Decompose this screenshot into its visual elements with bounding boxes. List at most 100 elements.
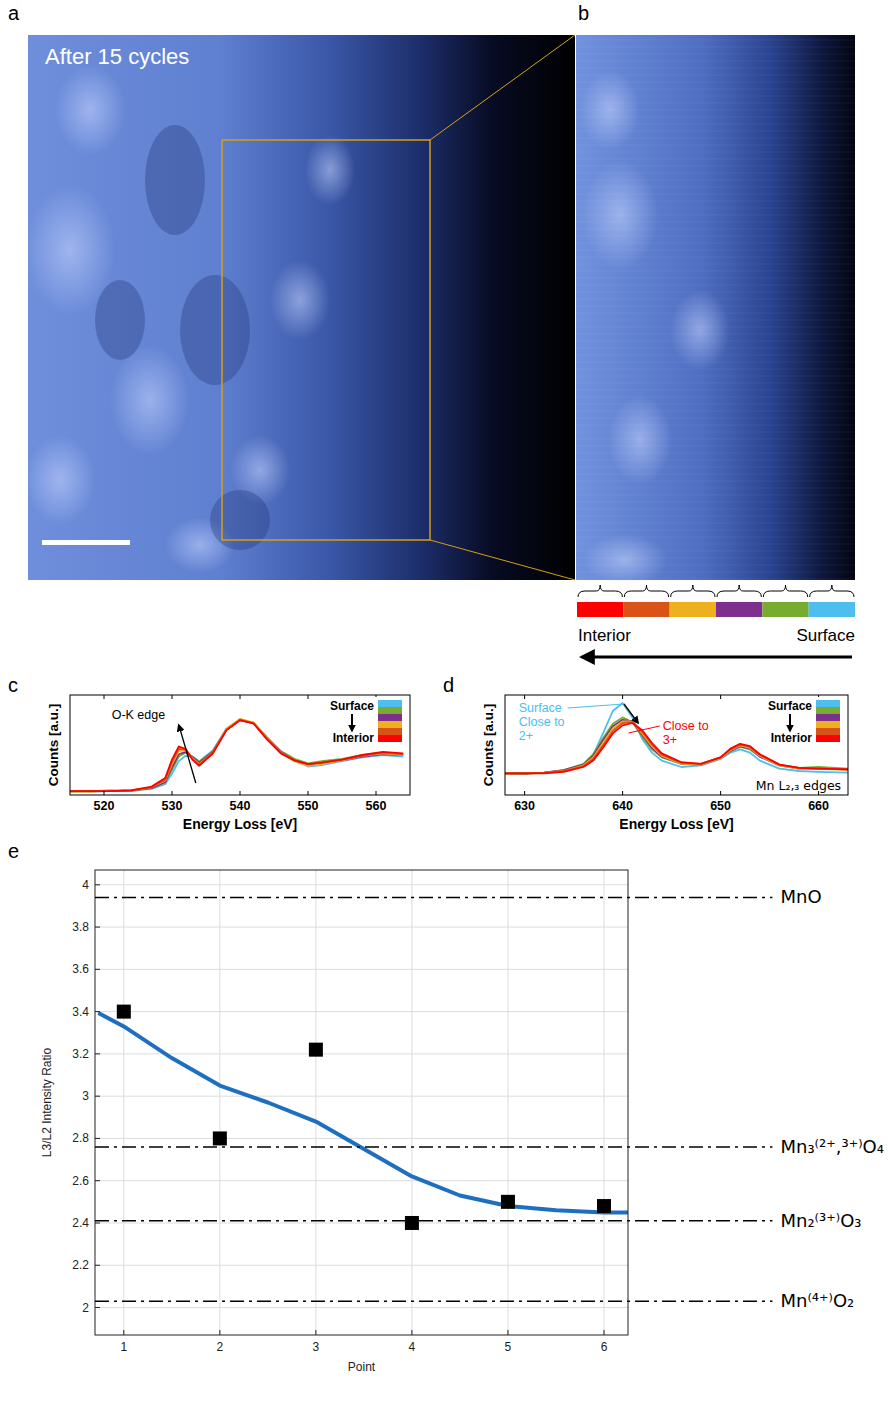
panel-a: After 15 cycles [25,35,575,580]
scan-line [576,250,855,251]
axis-title: Counts [a.u.] [481,704,496,787]
reference-line [95,1300,772,1302]
scan-line [576,40,855,41]
annotation-line: O-K edge [112,708,166,722]
tick-label: 530 [162,799,183,813]
annotation-arrow [179,725,196,783]
tick-label: 3 [82,1089,89,1103]
scan-line [576,558,855,559]
tick [95,1307,100,1308]
texture [305,135,355,205]
tick [104,695,105,699]
scan-line [576,222,855,223]
tick [720,695,721,699]
scan-line [576,418,855,419]
tick [172,791,173,795]
scan-line [576,306,855,307]
tick [95,1265,100,1266]
scan-line [576,131,855,132]
legend-swatch [816,721,840,728]
grid-line [95,1096,628,1097]
scan-line [576,313,855,314]
tick-label: 3.4 [72,1005,89,1019]
spectrum-line [70,720,403,791]
text: c [8,674,18,696]
tick-label: 1 [120,1340,127,1354]
legend-swatch [378,735,402,742]
scan-line [576,68,855,69]
legend-background [764,697,844,747]
texture [55,65,125,155]
scan-line [576,390,855,391]
tick-label: 520 [94,799,115,813]
scan-line [576,54,855,55]
tick [95,969,100,970]
legend-swatch [378,721,402,728]
tick [308,695,309,699]
scan-line [576,502,855,503]
tick [622,791,623,795]
scan-line [576,327,855,328]
scan-line [576,523,855,524]
tick [376,791,377,795]
grid-line [95,1138,628,1139]
texture [95,280,145,360]
reference-line [95,1220,772,1222]
scan-line [576,75,855,76]
scan-line [576,474,855,475]
scan-line [576,551,855,552]
plot-frame [70,695,410,795]
scan-line [576,299,855,300]
brace [763,585,807,597]
scan-line [576,82,855,83]
tick [308,791,309,795]
micrograph [28,35,575,580]
reference-label: Mn⁽⁴⁺⁾O₂ [780,1290,854,1311]
tick-label: 3.6 [72,962,89,976]
scan-line [576,334,855,335]
spectrum-line [70,720,403,792]
scan-line [576,96,855,97]
tick [104,791,105,795]
scan-line [576,404,855,405]
text: Surface [796,626,855,645]
tick [95,1053,100,1054]
scan-line [576,180,855,181]
tick-label: 3.2 [72,1047,89,1061]
tick-label: 2.6 [72,1174,89,1188]
scan-line [576,362,855,363]
scan-line [576,425,855,426]
scan-line [576,530,855,531]
texture [270,260,330,340]
texture [583,534,667,586]
spectrum-line [70,720,403,792]
legend-swatch [378,714,402,721]
grid-line [95,884,628,885]
tick-label: 5 [505,1340,512,1354]
scan-line [576,243,855,244]
scan-line [576,579,855,580]
data-point [117,1005,131,1019]
scan-line [576,201,855,202]
panel-c: c520530540550560Energy Loss [eV]Counts [… [8,674,410,832]
scan-line [576,348,855,349]
scan-line [576,173,855,174]
zoom-line [430,540,575,580]
annotation-line: Surface [519,701,562,715]
annotation-line: 2+ [519,729,533,743]
plot-background [95,870,628,1335]
scan-line [576,138,855,139]
tick [240,695,241,699]
scan-line [576,341,855,342]
legend-swatch [816,735,840,742]
strip-segment [762,602,808,617]
brace [810,585,854,597]
grid-line [95,1265,628,1266]
scan-line [576,509,855,510]
scan-line [576,229,855,230]
scan-line [576,159,855,160]
legend-background [326,697,406,747]
texture [110,345,190,455]
tick-label: 2.4 [72,1216,89,1230]
legend-swatch [378,700,402,707]
